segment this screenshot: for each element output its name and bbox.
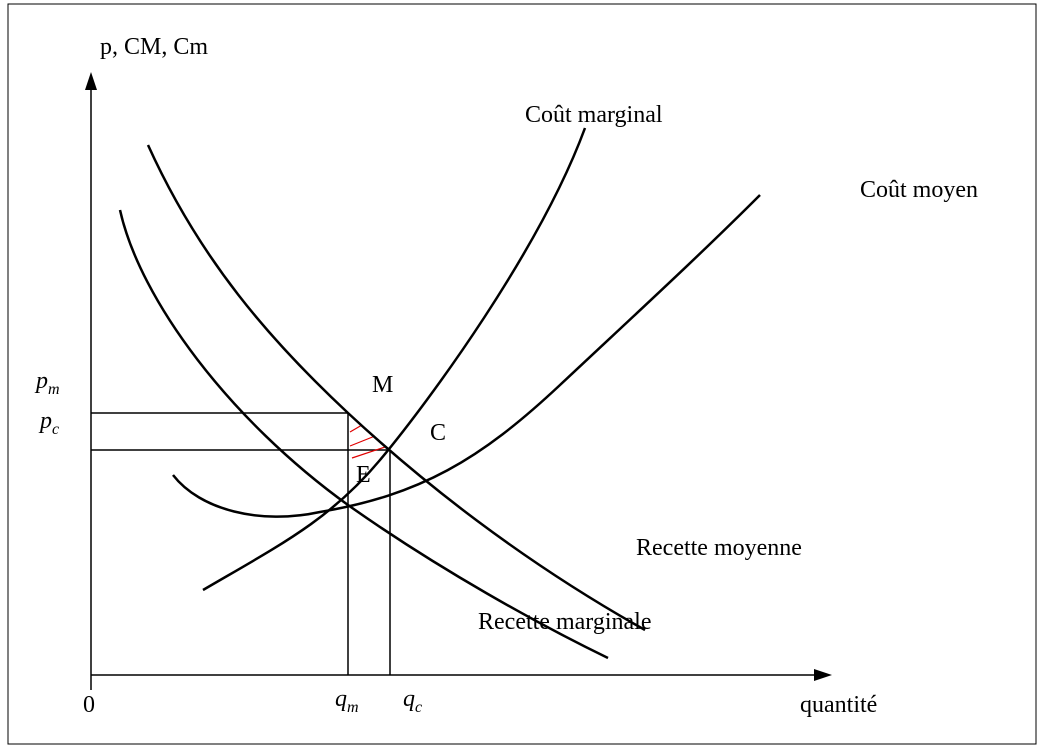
mc-label: Coût marginal — [525, 102, 663, 128]
origin: 0 — [83, 692, 95, 718]
point-c: C — [430, 420, 446, 446]
ac-label: Coût moyen — [860, 177, 978, 203]
x-label: quantité — [800, 692, 877, 718]
point-m: M — [372, 372, 393, 398]
frame — [7, 3, 1037, 745]
ar-label: Recette moyenne — [636, 535, 802, 561]
marginal-revenue-curve — [118, 209, 609, 660]
hatch — [349, 424, 386, 459]
y-arrow — [85, 72, 97, 90]
marginal-cost-curve — [202, 127, 587, 592]
x-arrow — [814, 669, 832, 681]
average-cost-curve — [172, 194, 761, 518]
pc-label: pc — [38, 408, 59, 438]
qc-label: qc — [403, 686, 422, 716]
qm-label: qm — [335, 686, 359, 716]
average-revenue-curve — [146, 144, 646, 632]
y-label: p, CM, Cm — [100, 34, 208, 60]
mr-label: Recette marginale — [478, 609, 651, 635]
point-e: E — [356, 462, 371, 488]
pm-label: pm — [34, 368, 60, 398]
